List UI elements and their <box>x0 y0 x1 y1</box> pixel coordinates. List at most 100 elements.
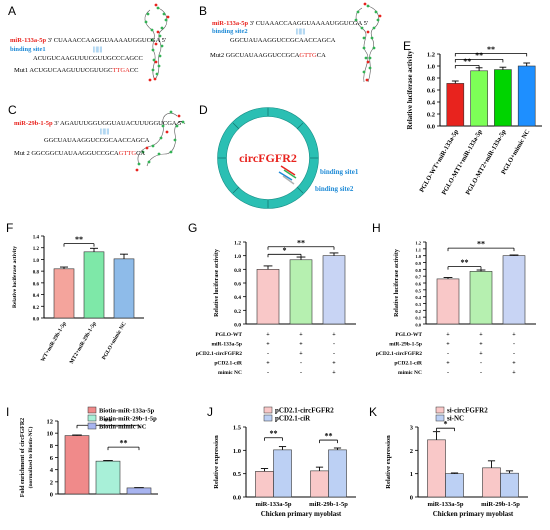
y-tick-label: 0 <box>410 495 413 502</box>
panel-letter-j: J <box>207 405 213 419</box>
condition-mark: - <box>513 342 515 348</box>
condition-mark: + <box>446 361 450 367</box>
mirna-name-a: miR-133a-5p <box>10 37 47 44</box>
panel-letter-b: B <box>199 4 208 18</box>
panel-letter-c: C <box>8 103 17 117</box>
circfgfr2-label: circFGFR2 <box>239 151 297 165</box>
panel-letter-a: A <box>8 4 17 18</box>
y-tick-label: 0.0 <box>427 124 435 131</box>
condition-mark: + <box>266 361 270 367</box>
panel-letter-h: H <box>372 221 381 235</box>
x-category-label: PGLO-WT+miR-133a-5p <box>418 128 460 194</box>
bar <box>126 487 152 495</box>
condition-row-label: miR-133a-5p <box>211 342 242 348</box>
x-category-label: PGLO+mimic NC <box>101 321 128 361</box>
pairing-lines-b: ||||||| <box>296 28 306 35</box>
y-tick-label: 0.3 <box>415 302 421 307</box>
significance-label: ** <box>487 45 495 54</box>
mirna-seq-b: 3' CUAAACCAAGGUAAAAUGGUCGA 5' <box>249 20 368 27</box>
mut-seq-a: Mut1 ACUGUCAAGUUUCGUUGCTTGACC <box>14 67 138 75</box>
mut-seq-prefix-b: GGCUAUAAGGUCCGCA <box>225 52 300 59</box>
condition-mark: - <box>513 351 515 357</box>
condition-row-label: mimic NC <box>398 370 422 376</box>
target-seq-a: ACUGUCAAGUUUCGUUGCCCAGCC <box>33 55 143 62</box>
y-tick-label: 0.0 <box>33 318 40 323</box>
bar <box>445 473 464 498</box>
significance-label: ** <box>297 238 305 247</box>
y-axis-label: Relative luciferase activity <box>394 249 400 317</box>
mut-seq-suffix-c: CA <box>136 150 146 157</box>
mut-seq-red-b: GTTG <box>299 52 317 59</box>
panel-letter-k: K <box>369 405 378 419</box>
pairing-lines-a: ||||||| <box>93 46 103 53</box>
significance-label: ** <box>477 240 485 249</box>
significance-label: * <box>283 246 287 255</box>
y-tick-label: 0.4 <box>415 295 421 300</box>
y-tick-label: 1.2 <box>234 241 241 247</box>
condition-row-label: pCD2.1-circFGFR2 <box>196 351 242 357</box>
significance-label: ** <box>104 417 112 426</box>
panel-b: miR-133a-5p 3' CUAAACCAAGGUAAAAUGGUCGA 5… <box>196 0 406 100</box>
y-tick-label: 2 <box>50 479 53 486</box>
y-tick-label: 1.0 <box>233 448 241 455</box>
mut-seq-c: Mut 2 GGCGGCUAUAAGGUCCGCAGTTGCA <box>14 150 145 158</box>
y-axis-label-2: (normalized to Biotin-NC) <box>27 426 34 488</box>
panel-letter-d: D <box>199 103 208 117</box>
y-tick-label: 3 <box>410 425 414 432</box>
panel-letter-e: E <box>403 39 412 53</box>
bar <box>95 460 121 495</box>
y-axis-label: Relative expression <box>385 435 392 489</box>
condition-mark: + <box>512 332 516 338</box>
y-tick-label: 0.0 <box>233 495 241 502</box>
y-tick-label: 0.4 <box>33 294 40 299</box>
y-tick-label: 12 <box>47 419 54 426</box>
y-tick-label: 0.6 <box>234 282 241 288</box>
condition-mark: + <box>479 342 483 348</box>
mut-label-c: Mut 2 <box>14 150 30 157</box>
y-tick-label: 1.0 <box>234 254 241 260</box>
bar <box>113 258 135 319</box>
condition-row-label: miR-29b-1-5p <box>389 342 422 348</box>
y-tick-label: 0.4 <box>427 100 436 107</box>
x-category-label: MT2+miR-29b-1-5p <box>69 321 98 365</box>
binding-site-label-b: binding site2 <box>212 28 248 35</box>
mut-seq-suffix-b: CA <box>316 52 326 59</box>
condition-mark: + <box>332 361 336 367</box>
y-axis-label: Relative luciferase activity <box>406 50 414 129</box>
condition-row-label: pCD2.1-ciR <box>214 361 243 367</box>
chart-k: 0 1 2 3 Relative expression miR-133a-5p miR-29… <box>385 406 528 518</box>
mirna-seq-a: 3' CUAAACCAAGGUAAAAUGGUCGA 5' <box>47 37 166 44</box>
condition-mark: + <box>332 370 336 376</box>
condition-mark: - <box>300 361 302 367</box>
y-tick-label: 1 <box>410 471 413 478</box>
significance-label: ** <box>475 51 483 60</box>
x-category-label: miR-133a-5p <box>255 501 291 508</box>
circfgfr2-diagram: circFGFR2 binding site1 binding site2 <box>217 107 359 209</box>
y-tick-label: 2 <box>410 448 413 455</box>
y-tick-label: 0.2 <box>33 306 40 311</box>
legend-swatch <box>263 406 273 414</box>
condition-mark: + <box>512 361 516 367</box>
condition-mark: - <box>447 370 449 376</box>
pairing-lines-c: ||||||| <box>100 128 110 135</box>
bar <box>322 255 346 325</box>
chart-h: 0.0 0.1 0.2 0.3 0.4 0.50.6 0.7 0.8 0.9 1.0 1.11.2 R… <box>376 240 536 376</box>
legend-swatch <box>87 422 97 430</box>
binding-site-label-a: binding site1 <box>10 46 46 53</box>
x-axis-label: Chicken primary myoblast <box>433 510 514 518</box>
condition-mark: + <box>446 342 450 348</box>
legend-label: pCD2.1-circFGFR2 <box>275 407 334 415</box>
bar <box>500 472 519 498</box>
y-tick-label: 0.6 <box>415 282 421 287</box>
condition-mark: - <box>333 351 335 357</box>
y-tick-label: 10 <box>47 431 54 438</box>
y-tick-label: 0.5 <box>233 471 242 478</box>
mut-seq-prefix-a: ACUGUCAAGUUUCGUUGC <box>29 67 113 74</box>
condition-mark: + <box>266 332 270 338</box>
x-axis-label: Chicken primary myoblast <box>261 510 342 518</box>
y-tick-label: 0.2 <box>427 112 435 119</box>
legend-label: Biotin-miR-133a-5p <box>99 408 155 415</box>
legend-swatch <box>435 406 445 414</box>
rna-structure-icon <box>135 110 186 172</box>
y-tick-label: 8 <box>50 443 54 450</box>
